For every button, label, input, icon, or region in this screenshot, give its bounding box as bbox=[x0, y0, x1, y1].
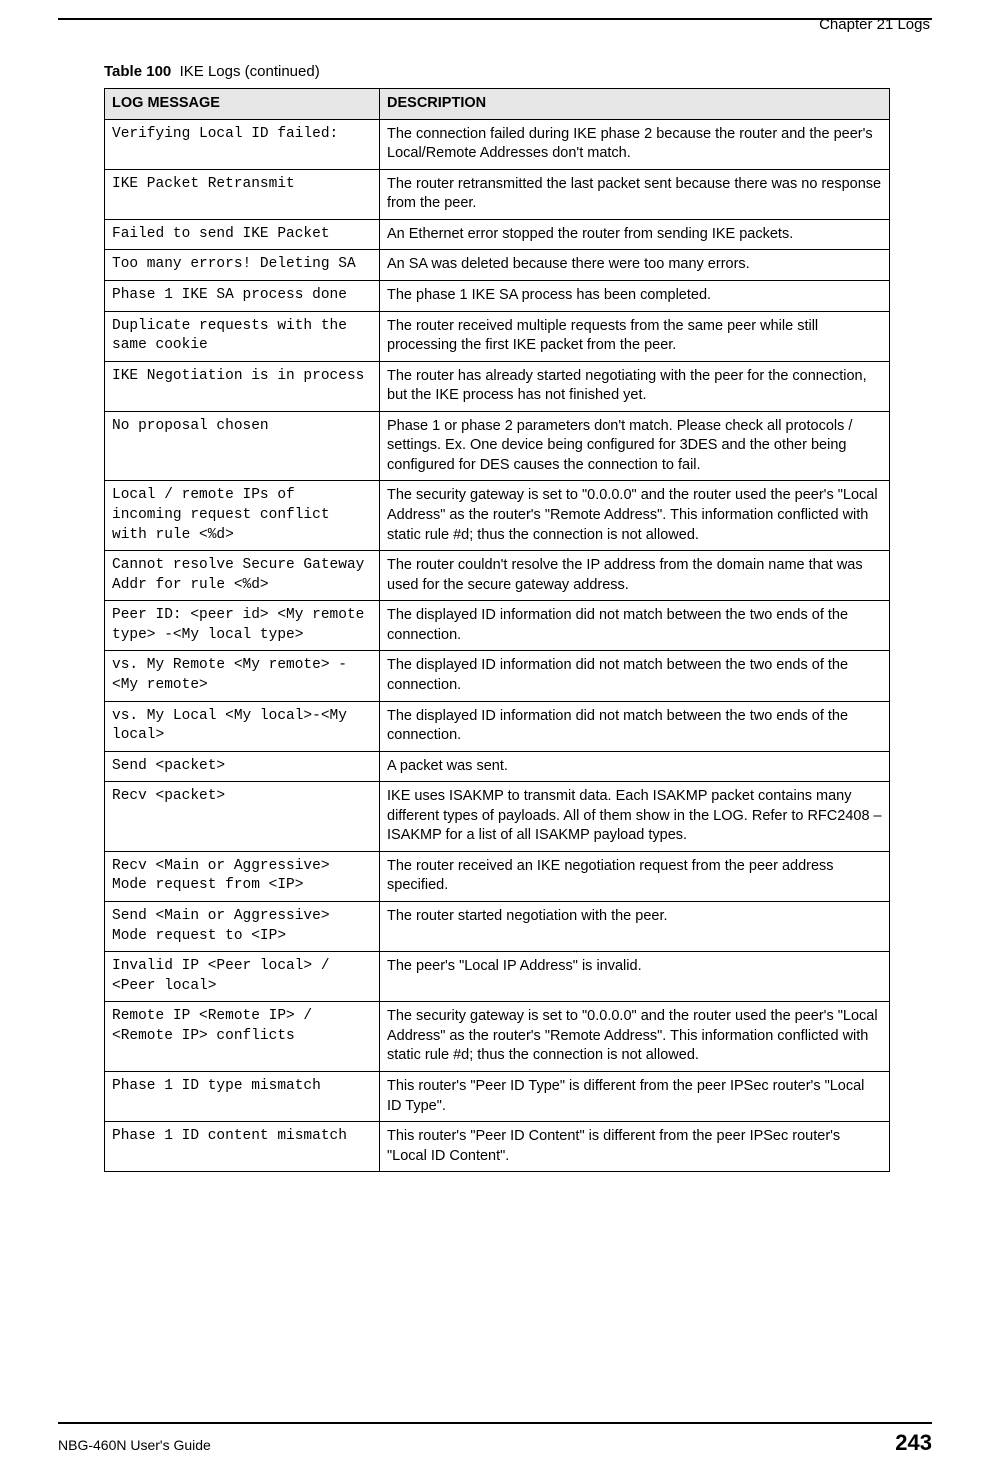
table-row: Recv <packet>IKE uses ISAKMP to transmit… bbox=[105, 782, 890, 852]
log-message-cell: vs. My Local <My local>-<My local> bbox=[105, 701, 380, 751]
table-row: Too many errors! Deleting SAAn SA was de… bbox=[105, 250, 890, 281]
description-cell: The router started negotiation with the … bbox=[380, 902, 890, 952]
log-message-cell: IKE Negotiation is in process bbox=[105, 361, 380, 411]
table-row: Invalid IP <Peer local> / <Peer local>Th… bbox=[105, 952, 890, 1002]
description-cell: An Ethernet error stopped the router fro… bbox=[380, 219, 890, 250]
description-cell: A packet was sent. bbox=[380, 751, 890, 782]
table-row: Remote IP <Remote IP> / <Remote IP> conf… bbox=[105, 1002, 890, 1072]
description-cell: IKE uses ISAKMP to transmit data. Each I… bbox=[380, 782, 890, 852]
log-message-cell: Phase 1 ID type mismatch bbox=[105, 1071, 380, 1121]
log-message-cell: Phase 1 IKE SA process done bbox=[105, 280, 380, 311]
description-cell: The router received an IKE negotiation r… bbox=[380, 851, 890, 901]
table-row: Local / remote IPs of incoming request c… bbox=[105, 481, 890, 551]
log-message-cell: Send <Main or Aggressive> Mode request t… bbox=[105, 902, 380, 952]
description-cell: The phase 1 IKE SA process has been comp… bbox=[380, 280, 890, 311]
description-cell: The router retransmitted the last packet… bbox=[380, 169, 890, 219]
table-row: IKE Packet RetransmitThe router retransm… bbox=[105, 169, 890, 219]
log-message-cell: Invalid IP <Peer local> / <Peer local> bbox=[105, 952, 380, 1002]
running-head: Chapter 21 Logs bbox=[58, 16, 932, 33]
table-row: Peer ID: <peer id> <My remote type> -<My… bbox=[105, 601, 890, 651]
footer-rule bbox=[58, 1422, 932, 1424]
log-message-cell: Recv <packet> bbox=[105, 782, 380, 852]
log-message-cell: Recv <Main or Aggressive> Mode request f… bbox=[105, 851, 380, 901]
table-row: Failed to send IKE PacketAn Ethernet err… bbox=[105, 219, 890, 250]
page-number: 243 bbox=[895, 1430, 932, 1456]
description-cell: The displayed ID information did not mat… bbox=[380, 601, 890, 651]
log-message-cell: Phase 1 ID content mismatch bbox=[105, 1122, 380, 1172]
description-cell: The security gateway is set to "0.0.0.0"… bbox=[380, 1002, 890, 1072]
log-message-cell: Send <packet> bbox=[105, 751, 380, 782]
log-message-cell: Peer ID: <peer id> <My remote type> -<My… bbox=[105, 601, 380, 651]
table-row: Send <Main or Aggressive> Mode request t… bbox=[105, 902, 890, 952]
table-row: vs. My Remote <My remote> -<My remote>Th… bbox=[105, 651, 890, 701]
log-message-cell: vs. My Remote <My remote> -<My remote> bbox=[105, 651, 380, 701]
description-cell: The connection failed during IKE phase 2… bbox=[380, 119, 890, 169]
table-row: vs. My Local <My local>-<My local>The di… bbox=[105, 701, 890, 751]
table-row: Verifying Local ID failed:The connection… bbox=[105, 119, 890, 169]
table-row: No proposal chosenPhase 1 or phase 2 par… bbox=[105, 411, 890, 481]
table-row: Duplicate requests with the same cookieT… bbox=[105, 311, 890, 361]
footer-guide-title: NBG-460N User's Guide bbox=[58, 1437, 211, 1453]
col-log-message: LOG MESSAGE bbox=[105, 89, 380, 120]
table-row: Cannot resolve Secure Gateway Addr for r… bbox=[105, 551, 890, 601]
table-header-row: LOG MESSAGE DESCRIPTION bbox=[105, 89, 890, 120]
table-row: Phase 1 ID content mismatchThis router's… bbox=[105, 1122, 890, 1172]
description-cell: The security gateway is set to "0.0.0.0"… bbox=[380, 481, 890, 551]
log-message-cell: Failed to send IKE Packet bbox=[105, 219, 380, 250]
table-row: Recv <Main or Aggressive> Mode request f… bbox=[105, 851, 890, 901]
description-cell: The router has already started negotiati… bbox=[380, 361, 890, 411]
description-cell: The router couldn't resolve the IP addre… bbox=[380, 551, 890, 601]
log-message-cell: Cannot resolve Secure Gateway Addr for r… bbox=[105, 551, 380, 601]
log-message-cell: Duplicate requests with the same cookie bbox=[105, 311, 380, 361]
caption-label: Table 100 bbox=[104, 63, 171, 80]
log-message-cell: Verifying Local ID failed: bbox=[105, 119, 380, 169]
description-cell: This router's "Peer ID Content" is diffe… bbox=[380, 1122, 890, 1172]
description-cell: The displayed ID information did not mat… bbox=[380, 651, 890, 701]
log-message-cell: Remote IP <Remote IP> / <Remote IP> conf… bbox=[105, 1002, 380, 1072]
table-caption: Table 100 IKE Logs (continued) bbox=[104, 63, 932, 80]
table-row: Phase 1 ID type mismatchThis router's "P… bbox=[105, 1071, 890, 1121]
log-message-cell: Local / remote IPs of incoming request c… bbox=[105, 481, 380, 551]
page: Chapter 21 Logs Table 100 IKE Logs (cont… bbox=[0, 0, 990, 1482]
log-message-cell: No proposal chosen bbox=[105, 411, 380, 481]
ike-logs-table: LOG MESSAGE DESCRIPTION Verifying Local … bbox=[104, 88, 890, 1172]
table-row: Phase 1 IKE SA process doneThe phase 1 I… bbox=[105, 280, 890, 311]
description-cell: Phase 1 or phase 2 parameters don't matc… bbox=[380, 411, 890, 481]
log-message-cell: IKE Packet Retransmit bbox=[105, 169, 380, 219]
log-message-cell: Too many errors! Deleting SA bbox=[105, 250, 380, 281]
description-cell: This router's "Peer ID Type" is differen… bbox=[380, 1071, 890, 1121]
table-row: IKE Negotiation is in processThe router … bbox=[105, 361, 890, 411]
footer: NBG-460N User's Guide 243 bbox=[58, 1422, 932, 1456]
description-cell: An SA was deleted because there were too… bbox=[380, 250, 890, 281]
table-row: Send <packet>A packet was sent. bbox=[105, 751, 890, 782]
caption-title: IKE Logs (continued) bbox=[180, 63, 320, 80]
col-description: DESCRIPTION bbox=[380, 89, 890, 120]
description-cell: The router received multiple requests fr… bbox=[380, 311, 890, 361]
description-cell: The peer's "Local IP Address" is invalid… bbox=[380, 952, 890, 1002]
description-cell: The displayed ID information did not mat… bbox=[380, 701, 890, 751]
